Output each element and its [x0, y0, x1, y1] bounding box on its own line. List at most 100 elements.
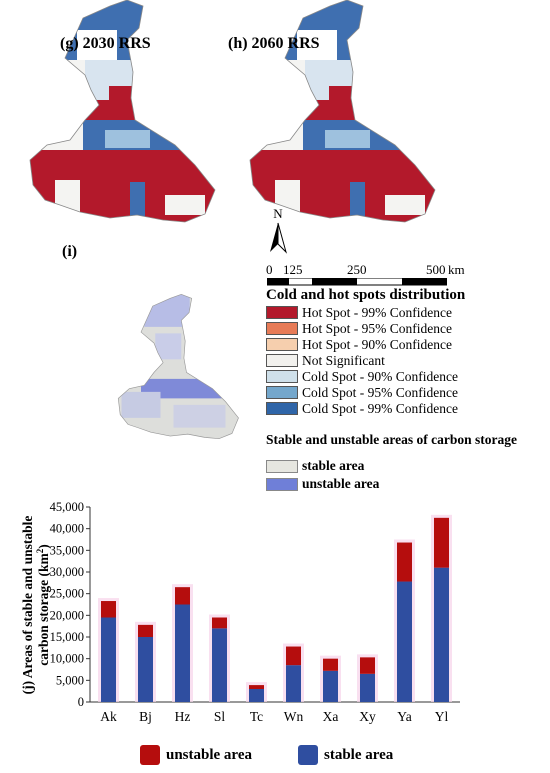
- bar-unstable-area-Yl: [434, 517, 449, 568]
- hotspot-legend-title: Cold and hot spots distribution: [266, 287, 466, 303]
- bar-stable-area-Wn: [286, 665, 301, 702]
- y-tick-label: 30,000: [50, 565, 84, 579]
- panel-i-label: (i): [62, 243, 78, 260]
- x-tick-labels: Ak Bj Hz Sl Tc Wn Xa Xy Ya Yl: [100, 709, 448, 724]
- x-tick-label: Yl: [435, 709, 449, 724]
- panel-g-label: (g) 2030 RRS: [60, 35, 151, 52]
- legend-swatch: [266, 306, 298, 319]
- bar-stack-Ya: [394, 539, 415, 702]
- y-tick-label: 25,000: [50, 587, 84, 601]
- bar-unstable-area-Sl: [212, 617, 227, 629]
- scale-unit: km: [448, 262, 465, 277]
- bar-unstable-area-Bj: [138, 624, 153, 637]
- chart-legend-swatch: [298, 745, 318, 765]
- chart-legend-stable: stable area: [298, 745, 393, 765]
- bar-stable-area-Bj: [138, 637, 153, 702]
- bar-unstable-area-Ak: [101, 601, 116, 618]
- bar-unstable-area-Hz: [175, 587, 190, 605]
- svg-text:(j) Areas of sta: (j) Areas of stable and unstable: [20, 516, 35, 695]
- bar-stable-area-Ya: [397, 581, 412, 702]
- legend-swatch: [266, 370, 298, 383]
- chart-bars: [98, 514, 452, 702]
- scale-label-500: 500: [426, 262, 446, 277]
- legend-hot-90: Hot Spot - 90% Confidence: [266, 337, 452, 352]
- legend-unstable-area: unstable area: [266, 476, 379, 492]
- legend-cold-95: Cold Spot - 95% Confidence: [266, 385, 458, 400]
- bar-stack-Wn: [283, 643, 304, 702]
- scale-label-0: 0: [266, 262, 273, 277]
- stability-legend: stable area unstable area: [266, 458, 466, 494]
- chart-legend-swatch: [140, 745, 160, 765]
- y-axis-label-line2: carbon storage (km: [36, 553, 51, 666]
- legend-swatch: [266, 322, 298, 335]
- stability-legend-title: Stable and unstable areas of carbon stor…: [266, 432, 518, 447]
- chart-legend-label: unstable area: [166, 746, 252, 763]
- bar-stable-area-Xa: [323, 670, 338, 702]
- stacked-bar-chart: (j) Areas of stable and unstable carbon …: [20, 500, 460, 724]
- legend-label: Hot Spot - 99% Confidence: [302, 304, 452, 320]
- north-letter: N: [273, 206, 283, 221]
- scale-bar-graphic: [267, 278, 447, 286]
- bar-stack-Xa: [320, 655, 341, 702]
- bar-stack-Sl: [209, 614, 230, 702]
- legend-swatch: [266, 402, 298, 415]
- y-axis-label: (j) Areas of stable and unstable carbon …: [20, 516, 51, 695]
- legend-not-significant: Not Significant: [266, 353, 385, 368]
- x-tick-label: Bj: [139, 709, 152, 724]
- y-tick-label: 15,000: [50, 630, 84, 644]
- hotspot-legend: Cold and hot spots distribution Hot Spot…: [266, 287, 546, 416]
- bar-unstable-area-Xa: [323, 658, 338, 671]
- x-tick-label: Ya: [397, 709, 411, 724]
- chart-legend-label: stable area: [324, 746, 394, 763]
- scale-label-250: 250: [347, 262, 367, 277]
- bar-unstable-area-Wn: [286, 646, 301, 666]
- bar-stable-area-Yl: [434, 567, 449, 702]
- y-tick-label: 10,000: [50, 652, 84, 666]
- y-tick-label: 5,000: [56, 673, 84, 687]
- bar-stack-Xy: [357, 654, 378, 702]
- scale-bar: 0 125 250 500 km: [266, 262, 486, 294]
- bar-unstable-area-Xy: [360, 657, 375, 674]
- legend-hot-95: Hot Spot - 95% Confidence: [266, 321, 452, 336]
- bar-stack-Hz: [172, 584, 193, 702]
- bar-stack-Tc: [246, 682, 267, 702]
- y-axis-label-line1: Areas of stable and unstable: [20, 516, 35, 679]
- bar-unstable-area-Tc: [249, 685, 264, 689]
- legend-label: stable area: [302, 458, 365, 473]
- y-tick-label: 45,000: [50, 500, 84, 514]
- y-tick-label: 35,000: [50, 543, 84, 557]
- bar-stack-Bj: [135, 621, 156, 702]
- legend-label: Hot Spot - 90% Confidence: [302, 336, 452, 352]
- legend-label: Hot Spot - 95% Confidence: [302, 320, 452, 336]
- bar-unstable-area-Ya: [397, 542, 412, 582]
- x-tick-label: Hz: [175, 709, 191, 724]
- panel-j-label: (j): [20, 681, 35, 695]
- svg-text:carbon storage (km2): carbon storage (km2): [35, 544, 51, 665]
- bar-stable-area-Tc: [249, 689, 264, 702]
- legend-cold-90: Cold Spot - 90% Confidence: [266, 369, 458, 384]
- x-tick-label: Xy: [359, 709, 376, 724]
- y-axis-label-sup: 2: [35, 548, 45, 553]
- x-tick-label: Xa: [323, 709, 339, 724]
- bar-stable-area-Xy: [360, 673, 375, 702]
- legend-swatch: [266, 338, 298, 351]
- x-tick-label: Ak: [100, 709, 117, 724]
- legend-label: unstable area: [302, 476, 380, 491]
- legend-cold-99: Cold Spot - 99% Confidence: [266, 401, 458, 416]
- y-axis-label-tail: ): [36, 544, 51, 549]
- scale-label-125: 125: [283, 262, 303, 277]
- bar-stable-area-Ak: [101, 617, 116, 702]
- y-tick-labels: 0 5,000 10,000 15,000 20,000 25,000 30,000 35,0…: [50, 500, 84, 709]
- x-tick-label: Wn: [284, 709, 304, 724]
- legend-label: Cold Spot - 95% Confidence: [302, 384, 458, 400]
- bar-stable-area-Hz: [175, 604, 190, 702]
- x-tick-label: Sl: [214, 709, 226, 724]
- legend-label: Cold Spot - 90% Confidence: [302, 368, 458, 384]
- x-tick-label: Tc: [250, 709, 263, 724]
- bar-stack-Yl: [431, 514, 452, 702]
- y-tick-label: 40,000: [50, 522, 84, 536]
- north-arrow-icon: [270, 222, 287, 254]
- panel-h-label: (h) 2060 RRS: [228, 35, 320, 52]
- bar-stable-area-Sl: [212, 628, 227, 702]
- legend-swatch: [266, 459, 298, 473]
